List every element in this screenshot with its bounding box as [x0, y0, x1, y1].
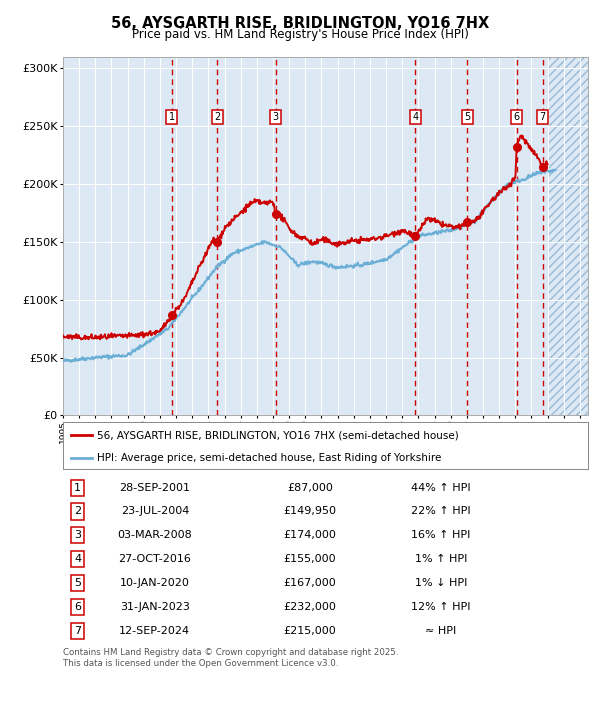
Text: 16% ↑ HPI: 16% ↑ HPI	[412, 530, 470, 540]
Text: 23-JUL-2004: 23-JUL-2004	[121, 506, 189, 516]
Text: 7: 7	[74, 626, 81, 635]
Text: 6: 6	[514, 112, 520, 122]
Text: 1% ↓ HPI: 1% ↓ HPI	[415, 578, 467, 588]
Bar	[548, 57, 588, 415]
Text: HPI: Average price, semi-detached house, East Riding of Yorkshire: HPI: Average price, semi-detached house,…	[97, 454, 442, 464]
Text: £232,000: £232,000	[283, 602, 336, 612]
Text: £155,000: £155,000	[283, 554, 336, 564]
Text: ≈ HPI: ≈ HPI	[425, 626, 457, 635]
Text: 2: 2	[214, 112, 221, 122]
Text: 27-OCT-2016: 27-OCT-2016	[118, 554, 191, 564]
Text: £215,000: £215,000	[283, 626, 336, 635]
Text: £87,000: £87,000	[287, 483, 332, 493]
Text: £167,000: £167,000	[283, 578, 336, 588]
Text: 31-JAN-2023: 31-JAN-2023	[120, 602, 190, 612]
Text: 12% ↑ HPI: 12% ↑ HPI	[411, 602, 471, 612]
Text: 10-JAN-2020: 10-JAN-2020	[120, 578, 190, 588]
Text: 7: 7	[539, 112, 546, 122]
Text: 1% ↑ HPI: 1% ↑ HPI	[415, 554, 467, 564]
Text: 56, AYSGARTH RISE, BRIDLINGTON, YO16 7HX: 56, AYSGARTH RISE, BRIDLINGTON, YO16 7HX	[111, 16, 489, 31]
Text: 03-MAR-2008: 03-MAR-2008	[118, 530, 192, 540]
Text: 12-SEP-2024: 12-SEP-2024	[119, 626, 190, 635]
Text: 3: 3	[272, 112, 279, 122]
Text: 56, AYSGARTH RISE, BRIDLINGTON, YO16 7HX (semi-detached house): 56, AYSGARTH RISE, BRIDLINGTON, YO16 7HX…	[97, 430, 459, 440]
Text: 22% ↑ HPI: 22% ↑ HPI	[411, 506, 471, 516]
Text: Price paid vs. HM Land Registry's House Price Index (HPI): Price paid vs. HM Land Registry's House …	[131, 28, 469, 41]
Text: Contains HM Land Registry data © Crown copyright and database right 2025.: Contains HM Land Registry data © Crown c…	[63, 648, 398, 657]
Text: 2: 2	[74, 506, 81, 516]
Text: 4: 4	[412, 112, 419, 122]
Text: £174,000: £174,000	[283, 530, 336, 540]
Text: 44% ↑ HPI: 44% ↑ HPI	[411, 483, 471, 493]
Text: 28-SEP-2001: 28-SEP-2001	[119, 483, 190, 493]
Text: 4: 4	[74, 554, 81, 564]
Text: 1: 1	[169, 112, 175, 122]
Text: This data is licensed under the Open Government Licence v3.0.: This data is licensed under the Open Gov…	[63, 659, 338, 668]
Text: £149,950: £149,950	[283, 506, 336, 516]
Text: 6: 6	[74, 602, 81, 612]
Text: 3: 3	[74, 530, 81, 540]
Text: 5: 5	[74, 578, 81, 588]
Text: 5: 5	[464, 112, 470, 122]
Text: 1: 1	[74, 483, 81, 493]
